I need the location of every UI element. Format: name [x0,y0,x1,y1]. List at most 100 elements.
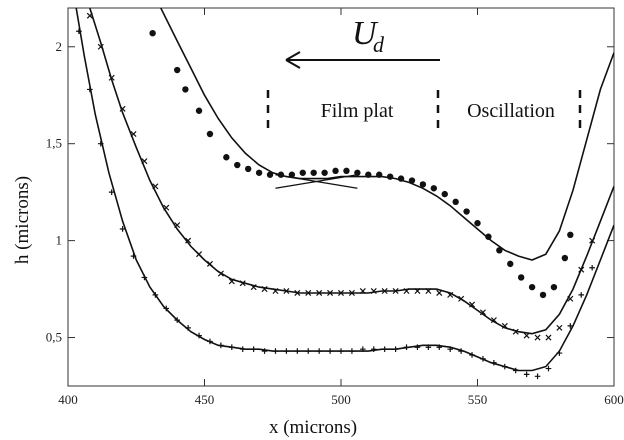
data-point-plus [589,264,595,271]
data-point-plus [458,348,464,354]
data-point-x [283,287,290,295]
fit-curve-1 [160,8,614,261]
data-point-x [228,278,235,285]
arrow-label: U [352,15,379,52]
data-point-dot [539,291,547,299]
data-point-plus [272,348,279,354]
data-point-plus [152,292,159,298]
data-point-plus [119,226,126,232]
data-point-plus [283,348,290,354]
data-point-plus [469,352,475,358]
data-point-plus [338,348,344,354]
data-point-plus [491,359,497,366]
data-point-x [163,204,170,211]
data-point-x [414,287,421,295]
x-tick-label: 500 [331,392,351,407]
y-axis-label: h (microns) [12,176,33,264]
data-point-x [512,328,519,335]
data-point-plus [523,371,530,378]
data-point-x [294,289,301,296]
data-point-x [316,289,323,296]
region-label-oscillation: Oscillation [467,100,555,122]
data-point-dot [463,208,470,215]
data-point-x [348,289,355,296]
data-point-plus [425,344,432,351]
data-point-x [589,237,596,244]
data-point-plus [185,325,191,331]
data-point-dot [430,185,438,192]
data-point-x [217,270,224,277]
data-point-dot [234,161,241,169]
data-point-plus [327,348,333,354]
data-point-plus [305,348,312,354]
data-point-plus [360,346,366,352]
x-tick-label: 600 [604,392,624,407]
data-point-plus [392,346,399,352]
data-point-dot [550,283,558,291]
y-tick-label: 1,5 [46,136,62,151]
data-point-x [501,322,508,329]
data-point-x [141,158,148,165]
data-point-plus [108,189,115,195]
data-point-plus [294,348,301,354]
data-point-x [447,291,454,298]
data-point-dot [223,154,230,161]
x-axis-label: x (microns) [269,417,357,438]
data-point-x [370,287,377,295]
plot-frame [67,7,615,387]
data-point-plus [229,344,235,351]
data-point-x [578,266,585,273]
x-tick-label: 550 [468,392,488,407]
data-point-dot [149,30,156,37]
data-point-plus [381,346,388,352]
data-point-x [250,284,257,291]
data-point-dot [561,254,569,262]
data-point-plus [403,344,410,351]
data-point-plus [502,363,508,370]
data-point-dot [354,169,361,176]
plot-area: 400 450 500 550 600 0,5 1 1,5 2 [46,7,624,407]
data-point-plus [447,346,453,352]
data-point-plus [196,332,202,339]
data-point-x [359,287,366,295]
data-point-plus [534,373,541,380]
data-point-x [436,289,443,296]
data-point-plus [436,344,443,351]
data-point-x [272,287,279,295]
data-point-plus [370,346,377,352]
data-point-dot [299,169,306,176]
data-point-dot [343,167,350,175]
data-point-plus [414,344,421,351]
data-point-dot [244,165,252,173]
arrow-head-icon [285,51,301,69]
data-point-plus [567,323,574,329]
data-point-dot [419,181,427,188]
data-point-plus [349,348,355,354]
x-tick-label: 400 [58,392,78,407]
data-point-x [392,287,399,295]
data-point-plus [480,356,486,362]
data-point-x [305,289,312,296]
data-point-dot [408,177,416,184]
data-point-plus [250,346,257,352]
data-point-plus [207,338,213,345]
data-point-x [239,280,246,287]
data-point-plus [578,292,585,298]
data-point-plus [239,346,246,352]
data-point-plus [545,365,552,372]
y-tick-label: 1 [56,233,63,248]
data-point-x [327,289,334,296]
data-point-dot [321,169,328,176]
data-point-dot [517,274,525,281]
data-point-plus [130,253,137,259]
region-dividers [266,90,582,130]
data-point-x [403,287,410,295]
data-point-dot [452,198,459,206]
data-point-dot [310,169,317,176]
fit-curve-2 [89,8,614,335]
data-point-dot [206,130,214,138]
data-point-x [469,301,476,308]
data-point-plus [87,86,93,93]
data-point-dot [332,167,339,175]
data-point-plus [163,305,170,312]
